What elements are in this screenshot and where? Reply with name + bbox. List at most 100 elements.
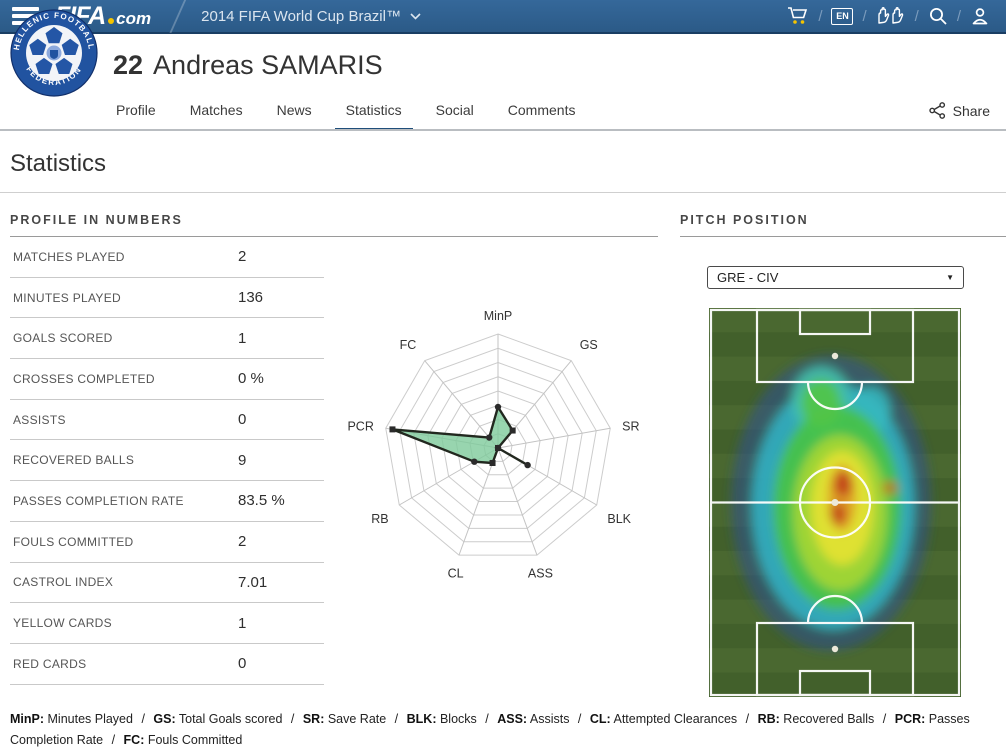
page-title: Statistics — [10, 150, 107, 177]
stat-row: MINUTES PLAYED 136 — [10, 278, 324, 319]
stat-label: RECOVERED BALLS — [13, 453, 135, 468]
radar-axis-label: GS — [580, 338, 598, 352]
tab-news[interactable]: News — [276, 102, 312, 118]
tab-social[interactable]: Social — [435, 102, 474, 118]
stat-row: MATCHES PLAYED 2 — [10, 237, 324, 278]
stat-label: CROSSES COMPLETED — [13, 371, 155, 386]
stat-row: ASSISTS 0 — [10, 400, 324, 441]
pitch-lines — [709, 308, 961, 697]
pitch-position-heading: PITCH POSITION — [680, 213, 1006, 237]
radar-axis-label: BLK — [607, 512, 631, 526]
stat-label: ASSISTS — [13, 412, 66, 427]
tabs-divider — [0, 129, 1006, 131]
player-number: 22 — [113, 50, 144, 80]
stat-row: GOALS SCORED 1 — [10, 318, 324, 360]
radar-axis-label: MinP — [484, 309, 512, 323]
fifa-logo-com: com — [116, 8, 152, 28]
stat-label: PASSES COMPLETION RATE — [13, 493, 184, 508]
share-label: Share — [952, 102, 990, 119]
stat-value: 0 % — [238, 370, 264, 388]
radar-chart-svg: MinP GS SR BLK ASS CL RB PCR FC — [347, 309, 639, 581]
heat-layers — [731, 355, 931, 651]
stat-label: FOULS COMMITTED — [13, 534, 134, 549]
chevron-down-icon — [410, 12, 421, 20]
legend-separator: / — [137, 712, 149, 726]
tabs: Profile Matches News Statistics Social Commen… — [113, 102, 578, 131]
match-selector[interactable]: GRE - CIV ▼ — [707, 266, 964, 289]
nav-divider — [169, 0, 187, 33]
legend-item: MinP: Minutes Played — [10, 712, 133, 726]
legend-item: SR: Save Rate — [302, 712, 387, 726]
stat-label: RED CARDS — [13, 656, 87, 671]
language-badge[interactable]: EN — [831, 7, 854, 25]
nav-separator: / — [862, 7, 867, 25]
stat-row: YELLOW CARDS 1 — [10, 603, 324, 644]
stat-value: 2 — [238, 248, 247, 266]
nav-separator: / — [956, 7, 961, 25]
legend-item: BLK: Blocks — [406, 712, 477, 726]
stat-label: GOALS SCORED — [13, 331, 113, 346]
stat-value: 83.5 % — [238, 492, 285, 510]
stat-row: FOULS COMMITTED 2 — [10, 522, 324, 563]
legend-separator: / — [391, 712, 402, 726]
stat-row: RECOVERED BALLS 9 — [10, 440, 324, 482]
share-icon — [928, 102, 945, 119]
pitch-position-section: PITCH POSITION — [680, 213, 1006, 237]
stat-value: 2 — [238, 533, 247, 551]
stat-label: MINUTES PLAYED — [13, 290, 121, 305]
tournament-title: 2014 FIFA World Cup Brazil™ — [201, 7, 401, 25]
stat-value: 0 — [238, 655, 247, 673]
legend-separator: / — [287, 712, 298, 726]
stat-value: 7.01 — [238, 573, 268, 591]
share-button[interactable]: Share — [928, 102, 990, 119]
stat-value: 1 — [238, 329, 247, 347]
legend-item: ASS: Assists — [497, 712, 570, 726]
nav-icons: / EN / / / — [787, 6, 990, 26]
pitch-heatmap — [709, 308, 961, 697]
user-icon[interactable] — [970, 6, 990, 26]
stat-label: CASTROL INDEX — [13, 575, 114, 590]
radar-axis-label: PCR — [347, 419, 373, 433]
stat-value: 136 — [238, 289, 264, 307]
tab-statistics[interactable]: Statistics — [334, 102, 413, 131]
stat-row: RED CARDS 0 — [10, 644, 324, 685]
match-selector-value: GRE - CIV — [717, 270, 779, 285]
stat-value: 0 — [238, 411, 247, 429]
legend-item: RB: Recovered Balls — [757, 712, 875, 726]
legend-item: PCR: Passes Completion Rate — [10, 712, 970, 747]
profile-in-numbers-heading: PROFILE IN NUMBERS — [10, 213, 658, 237]
tournament-dropdown[interactable]: 2014 FIFA World Cup Brazil™ — [201, 8, 421, 25]
search-icon[interactable] — [928, 6, 948, 26]
cart-icon[interactable] — [787, 6, 809, 26]
sign-language-icon[interactable] — [876, 6, 906, 26]
radar-chart: MinP GS SR BLK ASS CL RB PCR FC — [338, 298, 660, 598]
nav-separator: / — [914, 7, 919, 25]
legend-item: FC: Fouls Committed — [123, 733, 243, 747]
radar-axis-label: CL — [448, 567, 464, 581]
stat-row: PASSES COMPLETION RATE 83.5 % — [10, 481, 324, 522]
stat-value: 1 — [238, 614, 247, 632]
legend-separator: / — [481, 712, 493, 726]
nav-separator: / — [818, 7, 823, 25]
tab-profile[interactable]: Profile — [116, 102, 156, 118]
stat-row: CASTROL INDEX 7.01 — [10, 563, 324, 604]
legend-separator: / — [742, 712, 753, 726]
badge-soccer-ball — [29, 27, 79, 75]
tab-matches[interactable]: Matches — [189, 102, 243, 118]
legend-separator: / — [108, 733, 119, 747]
legend-item: GS: Total Goals scored — [153, 712, 283, 726]
stat-row: CROSSES COMPLETED 0 % — [10, 359, 324, 400]
radar-axis-label: ASS — [528, 567, 553, 581]
legend-item: CL: Attempted Clearances — [589, 712, 738, 726]
stat-label: MATCHES PLAYED — [13, 249, 125, 264]
pitch-spots — [831, 352, 839, 653]
player-name: Andreas SAMARIS — [153, 50, 383, 80]
legend-separator: / — [574, 712, 585, 726]
radar-axis-label: SR — [622, 419, 639, 433]
profile-in-numbers-section: PROFILE IN NUMBERS MATCHES PLAYED 2 MINUTE… — [10, 213, 658, 685]
stat-legend: MinP: Minutes Played / GS: Total Goals s… — [10, 709, 996, 751]
stat-label: YELLOW CARDS — [13, 616, 112, 631]
stat-rows: MATCHES PLAYED 2 MINUTES PLAYED 136 GOALS SC… — [10, 237, 324, 685]
tab-comments[interactable]: Comments — [507, 102, 576, 118]
page-divider — [0, 192, 1006, 193]
